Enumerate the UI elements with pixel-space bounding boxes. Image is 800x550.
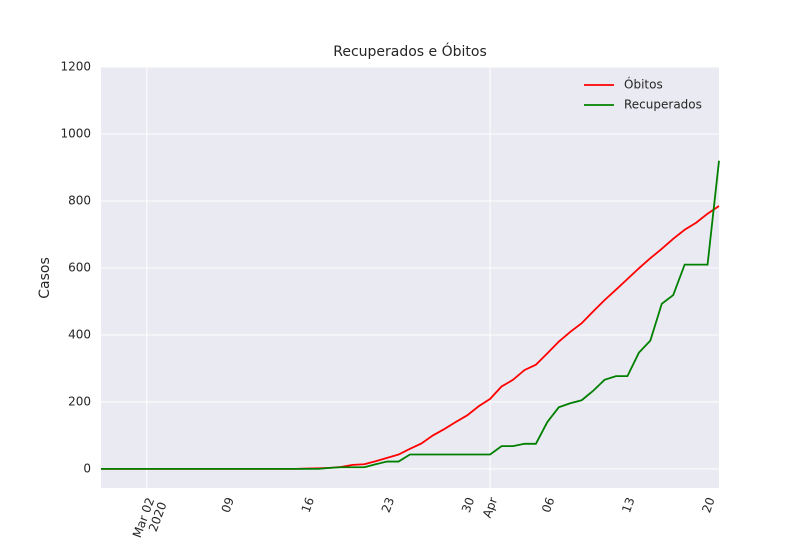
y-axis-label: Casos (37, 257, 53, 299)
x-tick-label: Apr (480, 495, 500, 519)
legend-label: Óbitos (624, 77, 663, 92)
x-tick-label: 20 (699, 495, 717, 514)
x-tick-label: 13 (619, 495, 637, 514)
x-tick-label: 23 (379, 495, 397, 514)
y-tick-label: 600 (68, 260, 91, 274)
y-tick-label: 0 (83, 461, 91, 475)
series-line (101, 160, 720, 470)
y-tick-label: 1200 (60, 60, 91, 74)
x-tick-label: 30 (459, 495, 477, 514)
y-tick-label: 1000 (60, 126, 91, 140)
x-tick-label: 09 (219, 495, 237, 514)
x-tick-label: Mar 022020 (129, 495, 169, 543)
plot-area (101, 67, 719, 488)
x-tick-label: 16 (299, 495, 317, 514)
chart-title: Recuperados e Óbitos (333, 42, 487, 60)
legend-label: Recuperados (624, 98, 702, 112)
y-tick-label: 400 (68, 327, 91, 341)
y-tick-label: 200 (68, 394, 91, 408)
y-tick-label: 800 (68, 193, 91, 207)
x-tick-label: 06 (539, 495, 557, 514)
